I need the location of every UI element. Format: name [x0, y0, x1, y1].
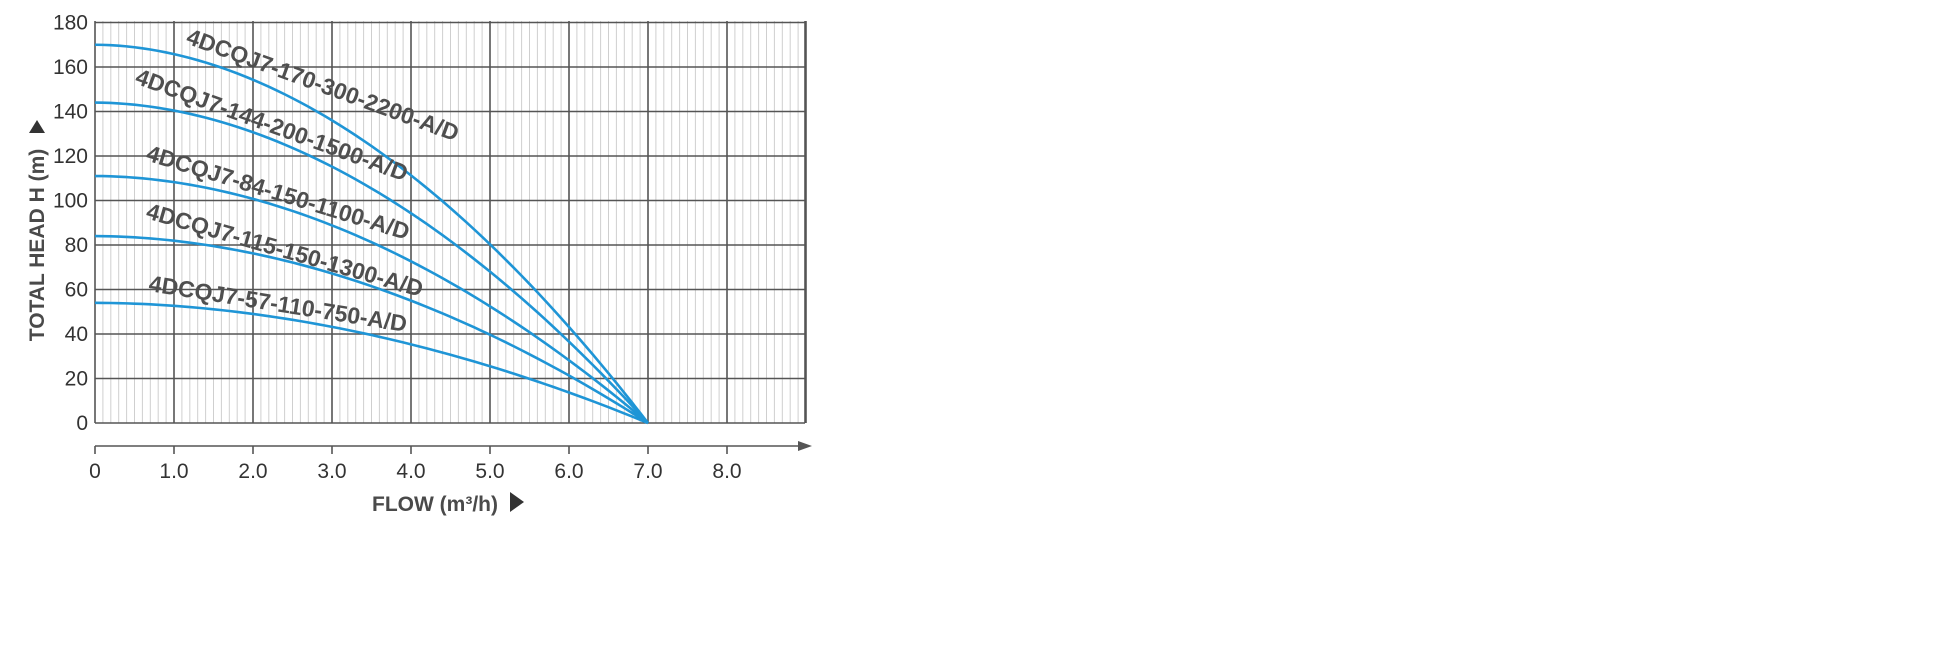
y-axis-title: TOTAL HEAD H (m)	[26, 149, 49, 342]
x-tick-label: 7.0	[633, 460, 662, 483]
x-tick-label: 1.0	[159, 460, 188, 483]
x-axis-arrow-icon	[510, 492, 524, 512]
y-tick-label: 160	[53, 56, 88, 79]
series-line	[94, 234, 649, 425]
x-axis-end-arrow-icon	[798, 441, 812, 451]
x-tick-label: 0	[89, 460, 101, 483]
x-tick-label: 5.0	[475, 460, 504, 483]
series-line	[94, 174, 649, 424]
x-tick-label: 4.0	[396, 460, 425, 483]
x-tick-label: 3.0	[317, 460, 346, 483]
series-curves	[94, 43, 650, 425]
minor-grid	[102, 21, 799, 423]
y-tick-label: 0	[76, 412, 88, 435]
series-line	[94, 43, 650, 424]
series-label: 4DCQJ7-170-300-2200-A/D	[183, 23, 462, 146]
x-axis-ticks: 0 1.0 2.0 3.0 4.0 5.0 6.0 7.0 8.0	[89, 460, 741, 483]
x-tick-label: 6.0	[554, 460, 583, 483]
x-tick-label: 2.0	[238, 460, 267, 483]
y-tick-label: 100	[53, 190, 88, 213]
x-axis-title: FLOW (m³/h)	[372, 493, 498, 516]
y-tick-label: 40	[65, 323, 88, 346]
x-tick-label: 8.0	[712, 460, 741, 483]
y-tick-label: 80	[65, 234, 88, 257]
major-grid	[94, 21, 807, 424]
y-axis-arrow-icon	[29, 120, 45, 133]
y-tick-label: 120	[53, 145, 88, 168]
y-tick-label: 20	[65, 368, 88, 391]
series-line	[94, 301, 649, 425]
series-line	[94, 101, 649, 424]
y-tick-label: 180	[53, 12, 88, 35]
y-tick-label: 60	[65, 279, 88, 302]
y-tick-label: 140	[53, 101, 88, 124]
x-axis	[94, 441, 812, 454]
y-axis-ticks: 0 20 40 60 80 100 120 140 160 180	[53, 12, 88, 436]
